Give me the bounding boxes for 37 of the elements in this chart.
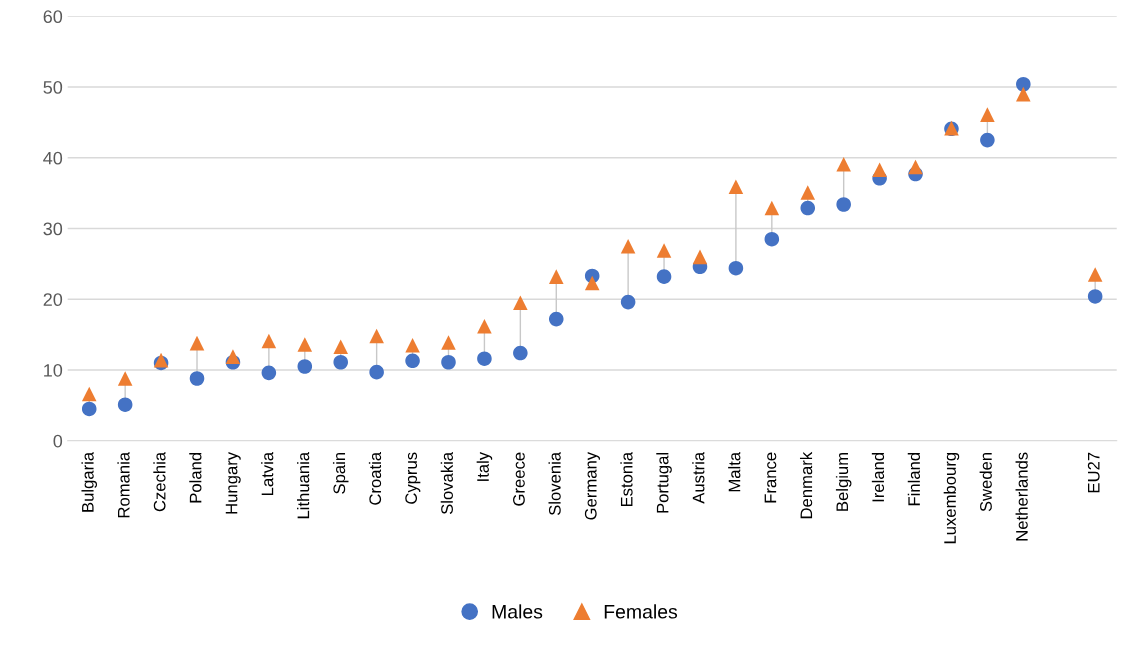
x-tick-label: Estonia xyxy=(620,451,633,507)
x-tick-label: Austria xyxy=(692,451,705,504)
x-tick-label: Czechia xyxy=(153,451,166,512)
x-tick-label: Netherlands xyxy=(1015,452,1028,541)
x-tick-label: Denmark xyxy=(799,451,813,519)
x-tick-label: Luxembourg xyxy=(943,452,960,544)
y-tick-label: 60 xyxy=(43,10,63,24)
x-tick-label: EU27 xyxy=(1087,452,1100,493)
x-tick-label: Germany xyxy=(584,451,600,520)
legend-label: Males xyxy=(492,604,543,619)
x-tick-label: Romania xyxy=(117,451,130,518)
x-tick-label: Finland xyxy=(907,452,921,506)
x-tick-label: Croatia xyxy=(368,451,382,505)
x-tick-label: Italy xyxy=(476,451,493,481)
x-tick-label: Ireland xyxy=(871,452,885,502)
x-tick-label: Hungary xyxy=(225,451,241,514)
y-tick-label: 0 xyxy=(53,434,63,448)
x-tick-label: Lithuania xyxy=(297,451,310,519)
y-tick-label: 30 xyxy=(43,222,63,236)
x-tick-label: Belgium xyxy=(835,452,852,511)
x-tick-label: Sweden xyxy=(979,452,992,512)
x-tick-label: France xyxy=(764,452,777,503)
x-tick-label: Spain xyxy=(332,452,349,494)
x-tick-label: Cyprus xyxy=(405,452,421,504)
x-tick-label: Portugal xyxy=(656,453,672,513)
x-tick-label: Slovakia xyxy=(440,451,453,515)
x-tick-label: Bulgaria xyxy=(81,451,97,512)
legend-label: Females xyxy=(604,604,678,619)
y-tick-label: 10 xyxy=(44,363,63,377)
x-tick-label: Slovenia xyxy=(548,451,561,516)
y-tick-label: 40 xyxy=(43,151,63,165)
x-tick-label: Greece xyxy=(513,452,525,506)
y-tick-label: 20 xyxy=(43,293,63,307)
x-tick-label: Malta xyxy=(728,451,741,492)
x-tick-label: Latvia xyxy=(261,451,274,495)
x-tick-label: Poland xyxy=(189,452,202,503)
y-tick-label: 50 xyxy=(43,81,63,94)
